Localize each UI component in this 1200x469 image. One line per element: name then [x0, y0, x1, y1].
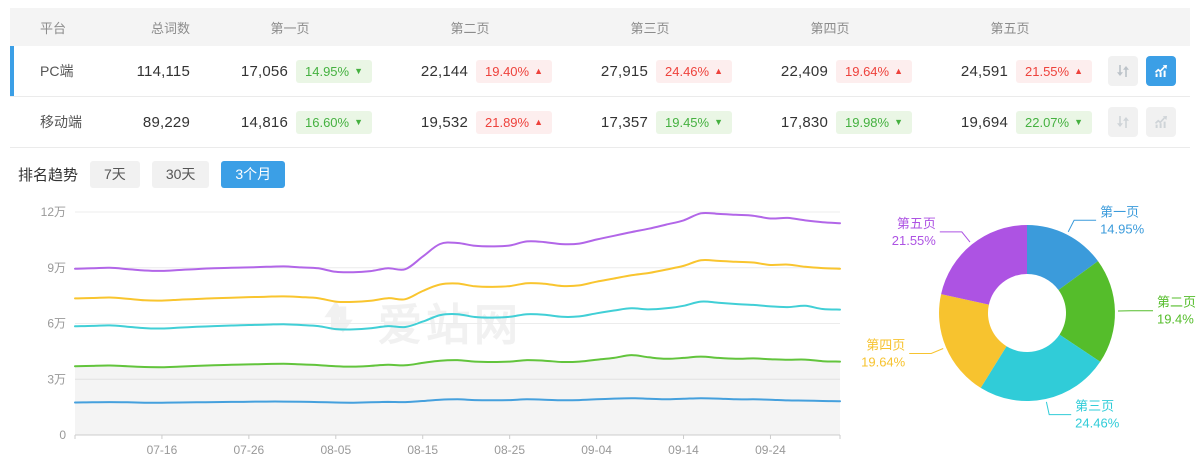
trend-arrow-icon: ▲: [894, 65, 904, 76]
change-badge: 19.98% ▼: [836, 110, 913, 134]
svg-text:08-25: 08-25: [494, 443, 525, 457]
col-header-total-words: 总词数: [150, 20, 190, 36]
trend-chart-button[interactable]: [1146, 56, 1176, 86]
page4-count: 22,409: [780, 62, 828, 80]
page4-count: 17,830: [780, 113, 828, 131]
svg-text:6万: 6万: [47, 317, 66, 331]
svg-text:第一页: 第一页: [1100, 204, 1139, 219]
page5-count: 24,591: [960, 62, 1008, 80]
svg-text:12万: 12万: [41, 205, 66, 219]
trend-chart-icon: [1155, 65, 1167, 77]
svg-text:第四页: 第四页: [866, 338, 905, 353]
svg-text:第二页: 第二页: [1157, 295, 1196, 310]
sort-arrows-icon: [1117, 116, 1129, 128]
svg-text:09-14: 09-14: [668, 443, 699, 457]
sort-button[interactable]: [1108, 56, 1138, 86]
svg-text:07-26: 07-26: [234, 443, 265, 457]
sort-button[interactable]: [1108, 107, 1138, 137]
platform-label: PC端: [40, 63, 74, 79]
svg-text:09-24: 09-24: [755, 443, 786, 457]
trend-arrow-icon: ▲: [534, 65, 544, 76]
page5-count: 19,694: [960, 113, 1008, 131]
svg-text:3万: 3万: [47, 372, 66, 386]
change-badge: 21.55% ▲: [1016, 59, 1093, 83]
total-words-value: 114,115: [136, 62, 190, 80]
table-row-mobile[interactable]: 移动端 89,229 14,816 16.60% ▼ 19,532 21.89% ▲…: [10, 97, 1190, 148]
change-badge: 19.40% ▲: [476, 59, 553, 83]
trend-arrow-icon: ▲: [714, 65, 724, 76]
svg-text:19.64%: 19.64%: [861, 355, 906, 370]
change-badge: 22.07% ▼: [1016, 110, 1093, 134]
svg-text:19.4%: 19.4%: [1157, 312, 1194, 327]
svg-text:08-15: 08-15: [407, 443, 438, 457]
trend-chart-button[interactable]: [1146, 107, 1176, 137]
tab-30-days[interactable]: 30天: [151, 161, 210, 188]
svg-text:9万: 9万: [47, 261, 66, 275]
trend-arrow-icon: ▼: [354, 116, 364, 127]
keyword-rank-panel: 平台 总词数 第一页 第二页 第三页 第四页 第五页 PC端 114,115 1…: [0, 8, 1200, 469]
svg-text:09-04: 09-04: [581, 443, 612, 457]
trend-toolbar: 排名趋势 7天 30天 3个月: [0, 148, 1200, 188]
page3-count: 27,915: [600, 62, 648, 80]
trend-arrow-icon: ▼: [354, 65, 364, 76]
trend-section-title: 排名趋势: [18, 167, 79, 184]
charts-area: 爱站网 07-16 07-26 08-05 08-15 08-25 09-04 09-14 0…: [0, 190, 1200, 469]
rank-table: 平台 总词数 第一页 第二页 第三页 第四页 第五页 PC端 114,115 1…: [10, 8, 1190, 148]
page-share-donut-chart[interactable]: 第一页 14.95% 第二页 19.4% 第三页 24.46% 第四页 19.64% 第五页 21…: [855, 188, 1200, 433]
col-header-page4: 第四页: [810, 20, 850, 36]
sort-arrows-icon: [1117, 65, 1129, 77]
table-header-row: 平台 总词数 第一页 第二页 第三页 第四页 第五页: [10, 8, 1190, 46]
svg-text:第五页: 第五页: [897, 216, 936, 231]
tab-3-months[interactable]: 3个月: [221, 161, 286, 188]
trend-chart-icon: [1155, 116, 1167, 128]
table-row-pc[interactable]: PC端 114,115 17,056 14.95% ▼ 22,144 19.40%…: [10, 46, 1190, 97]
svg-text:07-16: 07-16: [147, 443, 178, 457]
change-badge: 14.95% ▼: [296, 59, 373, 83]
svg-text:24.46%: 24.46%: [1075, 416, 1120, 431]
change-badge: 19.64% ▲: [836, 59, 913, 83]
platform-label: 移动端: [40, 114, 82, 130]
trend-arrow-icon: ▲: [534, 116, 544, 127]
ranking-trend-line-chart[interactable]: 07-16 07-26 08-05 08-15 08-25 09-04 09-14 09-24…: [10, 195, 860, 469]
trend-arrow-icon: ▼: [894, 116, 904, 127]
change-badge: 24.46% ▲: [656, 59, 733, 83]
page3-count: 17,357: [600, 113, 648, 131]
svg-text:14.95%: 14.95%: [1100, 221, 1145, 236]
col-header-platform: 平台: [40, 20, 67, 36]
trend-arrow-icon: ▼: [1074, 116, 1084, 127]
change-badge: 21.89% ▲: [476, 110, 553, 134]
page1-count: 17,056: [240, 62, 288, 80]
change-badge: 19.45% ▼: [656, 110, 733, 134]
page2-count: 22,144: [420, 62, 468, 80]
trend-arrow-icon: ▼: [714, 116, 724, 127]
page1-count: 14,816: [240, 113, 288, 131]
svg-text:08-05: 08-05: [320, 443, 351, 457]
total-words-value: 89,229: [142, 113, 190, 131]
svg-text:21.55%: 21.55%: [892, 233, 937, 248]
trend-arrow-icon: ▲: [1074, 65, 1084, 76]
col-header-page2: 第二页: [450, 20, 490, 36]
col-header-page3: 第三页: [630, 20, 670, 36]
svg-text:第三页: 第三页: [1075, 399, 1114, 414]
col-header-page5: 第五页: [990, 20, 1030, 36]
change-badge: 16.60% ▼: [296, 110, 373, 134]
col-header-page1: 第一页: [270, 20, 310, 36]
page2-count: 19,532: [420, 113, 468, 131]
tab-7-days[interactable]: 7天: [90, 161, 140, 188]
svg-text:0: 0: [59, 428, 66, 442]
